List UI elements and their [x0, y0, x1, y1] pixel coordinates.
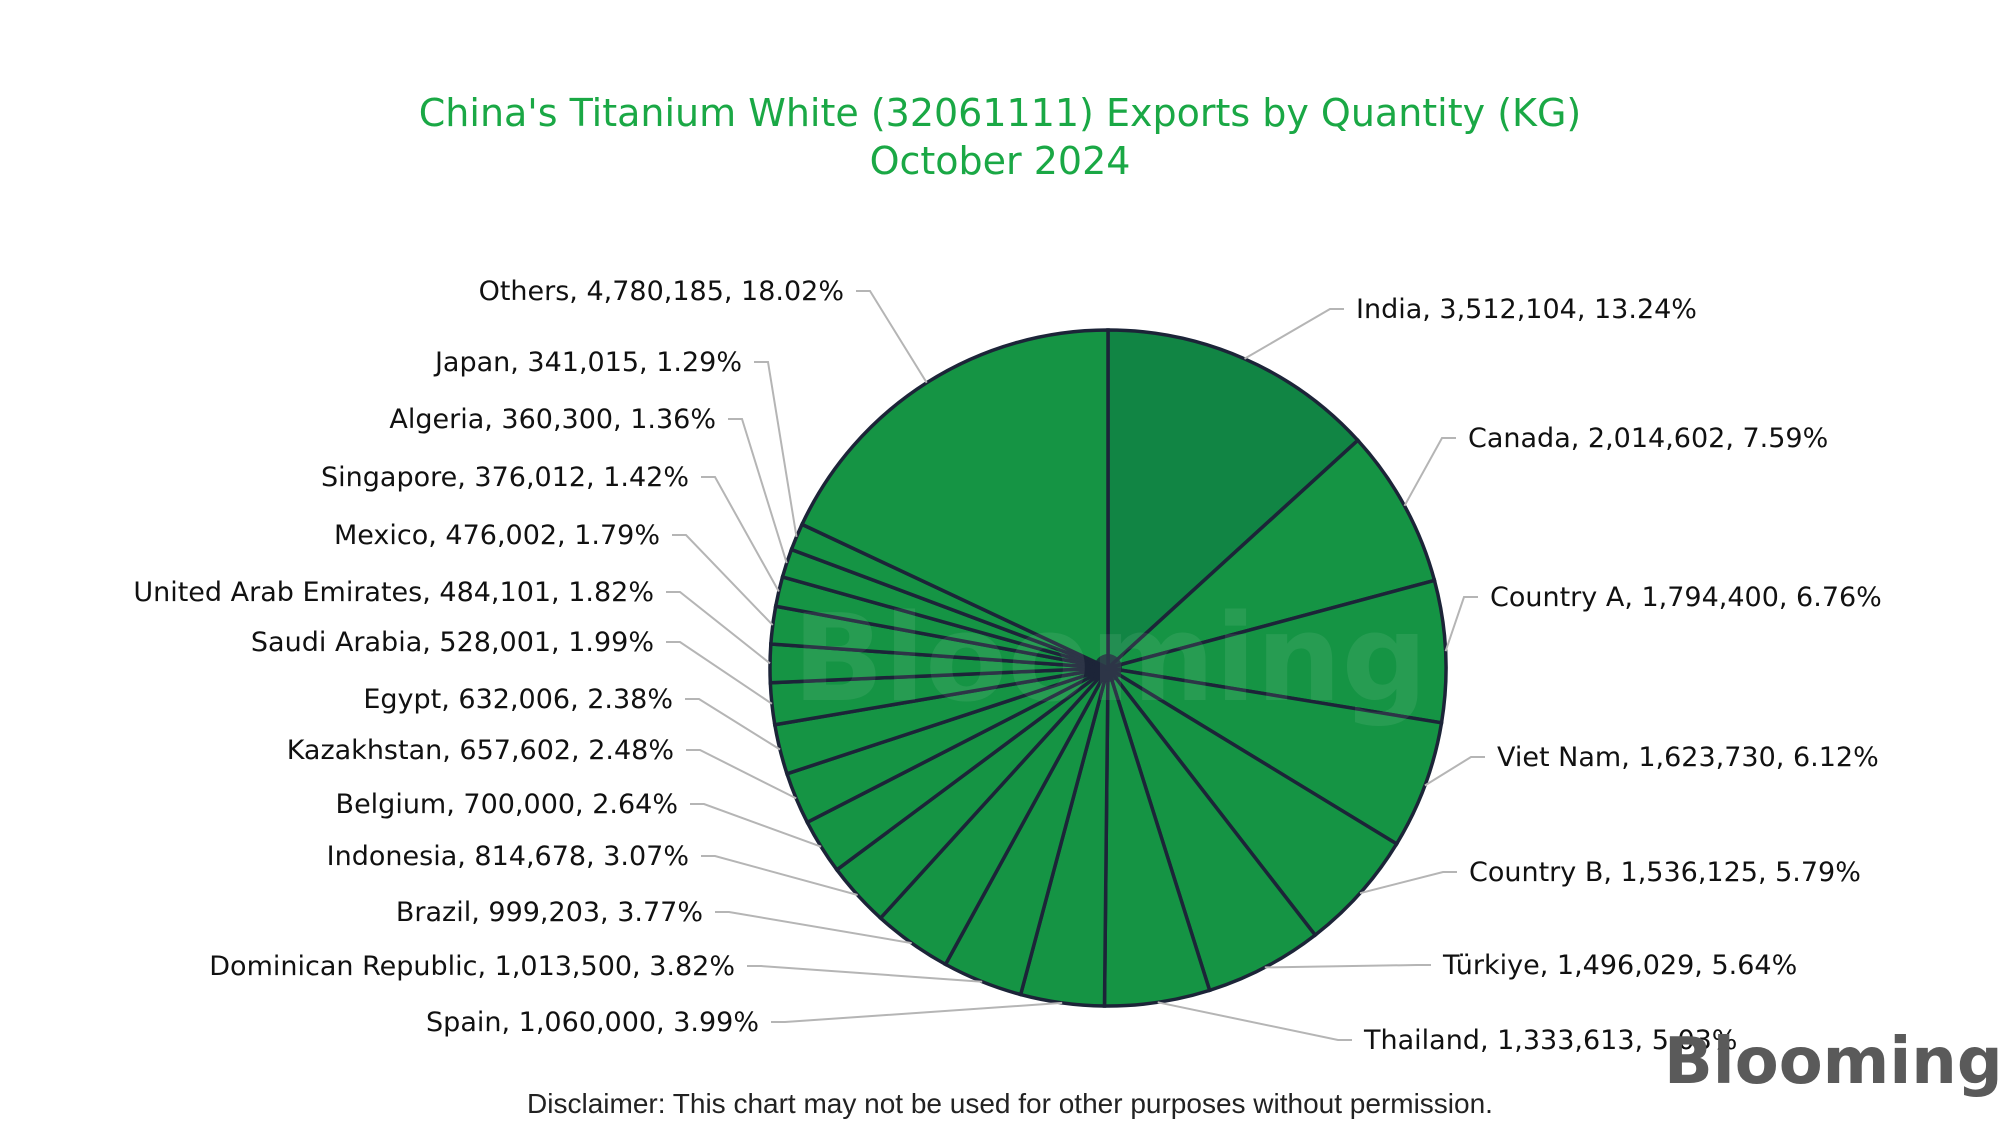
leader-line [856, 290, 928, 384]
slice-label: Dominican Republic, 1,013,500, 3.82% [209, 951, 735, 982]
chart-subtitle: October 2024 [870, 139, 1131, 183]
leader-line [701, 476, 780, 592]
pie-slice-others [799, 328, 1110, 671]
leader-line [1403, 437, 1456, 507]
leader-line [1424, 756, 1485, 787]
pie-slice-viet-nam [1107, 666, 1444, 847]
leader-line [690, 803, 822, 848]
slice-label: Belgium, 700,000, 2.64% [336, 789, 678, 820]
leader-line [771, 1001, 1063, 1023]
leader-line [1157, 1001, 1352, 1041]
leader-line [754, 361, 798, 538]
disclaimer: Disclaimer: This chart may not be used f… [527, 1088, 1493, 1119]
leader-line [728, 418, 788, 564]
slice-label: Thailand, 1,333,613, 5.03% [1363, 1025, 1737, 1056]
slice-label: Japan, 341,015, 1.29% [433, 347, 742, 378]
slice-label: Algeria, 360,300, 1.36% [389, 404, 716, 435]
slice-label: Country B, 1,536,125, 5.79% [1469, 857, 1861, 888]
leader-line [686, 749, 797, 800]
slice-label: Country A, 1,794,400, 6.76% [1490, 582, 1882, 613]
leader-line [747, 965, 983, 983]
leader-line [701, 855, 858, 896]
leader-line [666, 591, 771, 665]
slice-label: Spain, 1,060,000, 3.99% [426, 1007, 759, 1038]
logo-text: Blooming [1664, 1025, 2000, 1099]
slice-labels: India, 3,512,104, 13.24% Canada, 2,014,60… [133, 276, 1882, 1056]
pie-slice-canada [1106, 437, 1437, 670]
slice-label: Egypt, 632,006, 2.38% [363, 684, 673, 715]
chart-title: China's Titanium White (32061111) Export… [419, 91, 1581, 135]
slice-label: Kazakhstan, 657,602, 2.48% [287, 735, 674, 766]
leader-line [666, 641, 773, 705]
leader-line [685, 698, 781, 751]
leader-lines [666, 290, 1485, 1041]
slice-label: Others, 4,780,185, 18.02% [479, 276, 844, 307]
leader-line [1359, 871, 1457, 895]
pie-slice-country-b [1106, 666, 1400, 938]
leader-line [1243, 308, 1344, 360]
slice-label: Indonesia, 814,678, 3.07% [327, 841, 689, 872]
pie-slice-country-a [1107, 578, 1448, 725]
leader-line [715, 911, 912, 945]
slice-label: Canada, 2,014,602, 7.59% [1468, 423, 1828, 454]
slice-label: India, 3,512,104, 13.24% [1356, 294, 1697, 325]
slice-label: Viet Nam, 1,623,730, 6.12% [1497, 742, 1879, 773]
pie-center-hub [1094, 654, 1122, 682]
slice-label: Singapore, 376,012, 1.42% [321, 462, 689, 493]
slice-label: Brazil, 999,203, 3.77% [396, 897, 703, 928]
leader-line [1264, 964, 1431, 969]
slice-label: Saudi Arabia, 528,001, 1.99% [251, 627, 654, 658]
watermark: Blooming [793, 590, 1428, 729]
leader-line [1444, 596, 1478, 652]
leader-line [672, 534, 774, 626]
slice-label: United Arab Emirates, 484,101, 1.82% [133, 577, 654, 608]
slice-label: Mexico, 476,002, 1.79% [334, 520, 660, 551]
slice-label: Türkiye, 1,496,029, 5.64% [1442, 950, 1797, 981]
blooming-logo: Blooming [1664, 1025, 2000, 1099]
pie-slice-india [1106, 328, 1361, 672]
